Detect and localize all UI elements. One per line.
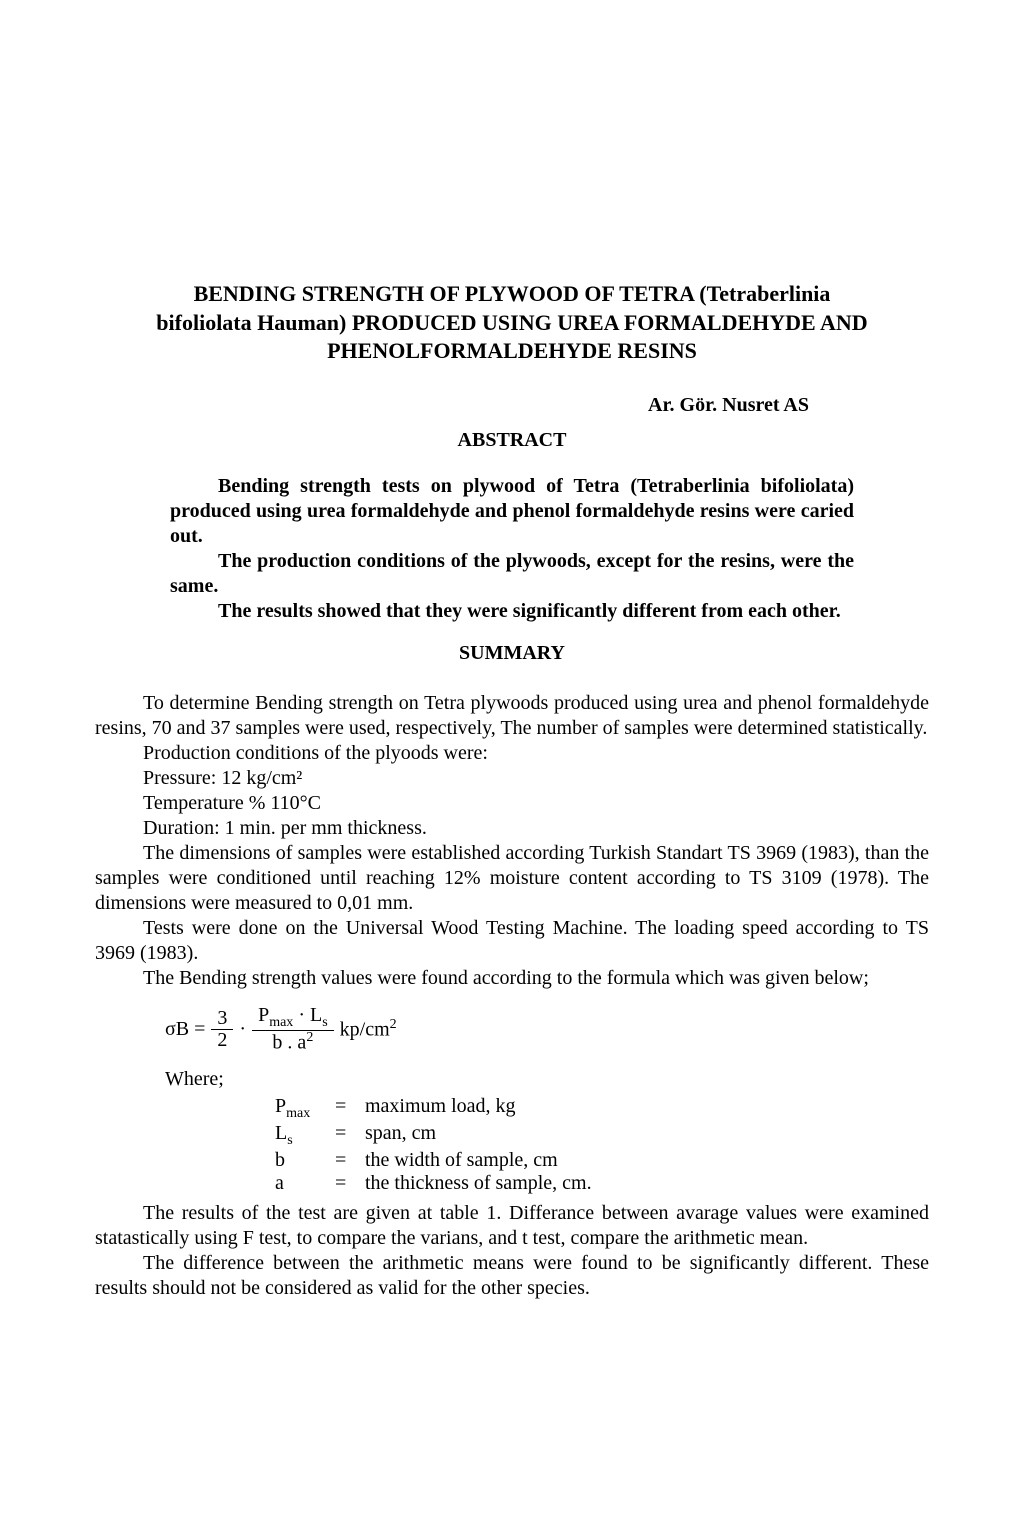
def-eq: = (335, 1122, 365, 1149)
summary-p6: The dimensions of samples were establish… (95, 841, 929, 916)
formula-dot: · (239, 1018, 246, 1041)
summary-p8: The Bending strength values were found a… (95, 966, 929, 991)
def-sym: Ls (275, 1122, 335, 1149)
def-sym: b (275, 1149, 335, 1172)
def-row-b: b = the width of sample, cm (275, 1149, 929, 1172)
formula-frac1: 3 2 (211, 1008, 233, 1051)
summary-heading: SUMMARY (95, 642, 929, 665)
closing-p2: The difference between the arithmetic me… (95, 1251, 929, 1301)
def-row-pmax: Pmax = maximum load, kg (275, 1095, 929, 1122)
formula-frac2: Pmax · Ls b . a2 (252, 1005, 334, 1054)
formula-unit: kp/cm2 (340, 1017, 397, 1042)
summary-p3: Pressure: 12 kg/cm² (95, 766, 929, 791)
abstract-p3: The results showed that they were signif… (170, 599, 854, 624)
def-val: span, cm (365, 1122, 436, 1149)
abstract-p2: The production conditions of the plywood… (170, 549, 854, 599)
def-row-ls: Ls = span, cm (275, 1122, 929, 1149)
definitions-block: Pmax = maximum load, kg Ls = span, cm b … (275, 1095, 929, 1195)
summary-p2: Production conditions of the plyoods wer… (95, 741, 929, 766)
formula-frac2-num: Pmax · Ls (252, 1005, 334, 1032)
author-line: Ar. Gör. Nusret AS (95, 394, 929, 417)
abstract-block: Bending strength tests on plywood of Tet… (170, 474, 854, 624)
def-sym: Pmax (275, 1095, 335, 1122)
formula-frac1-den: 2 (211, 1030, 233, 1051)
summary-p5: Duration: 1 min. per mm thickness. (95, 816, 929, 841)
closing-p1: The results of the test are given at tab… (95, 1201, 929, 1251)
def-row-a: a = the thickness of sample, cm. (275, 1172, 929, 1195)
formula-frac1-num: 3 (211, 1008, 233, 1030)
summary-p7: Tests were done on the Universal Wood Te… (95, 916, 929, 966)
def-val: maximum load, kg (365, 1095, 516, 1122)
def-val: the thickness of sample, cm. (365, 1172, 592, 1195)
formula: σB = 3 2 · Pmax · Ls b . a2 kp/cm2 (165, 1005, 929, 1054)
summary-body: To determine Bending strength on Tetra p… (95, 691, 929, 991)
def-eq: = (335, 1172, 365, 1195)
summary-p4: Temperature % 110°C (95, 791, 929, 816)
formula-frac2-den: b . a2 (266, 1031, 319, 1054)
paper-title: BENDING STRENGTH OF PLYWOOD OF TETRA (Te… (152, 280, 872, 366)
abstract-heading: ABSTRACT (95, 429, 929, 452)
abstract-p1: Bending strength tests on plywood of Tet… (170, 474, 854, 549)
where-label: Where; (165, 1068, 929, 1091)
summary-p1: To determine Bending strength on Tetra p… (95, 691, 929, 741)
formula-lhs: σB = (165, 1018, 205, 1041)
document-page: BENDING STRENGTH OF PLYWOOD OF TETRA (Te… (0, 0, 1024, 1528)
def-eq: = (335, 1149, 365, 1172)
def-eq: = (335, 1095, 365, 1122)
closing-body: The results of the test are given at tab… (95, 1201, 929, 1301)
def-sym: a (275, 1172, 335, 1195)
def-val: the width of sample, cm (365, 1149, 558, 1172)
